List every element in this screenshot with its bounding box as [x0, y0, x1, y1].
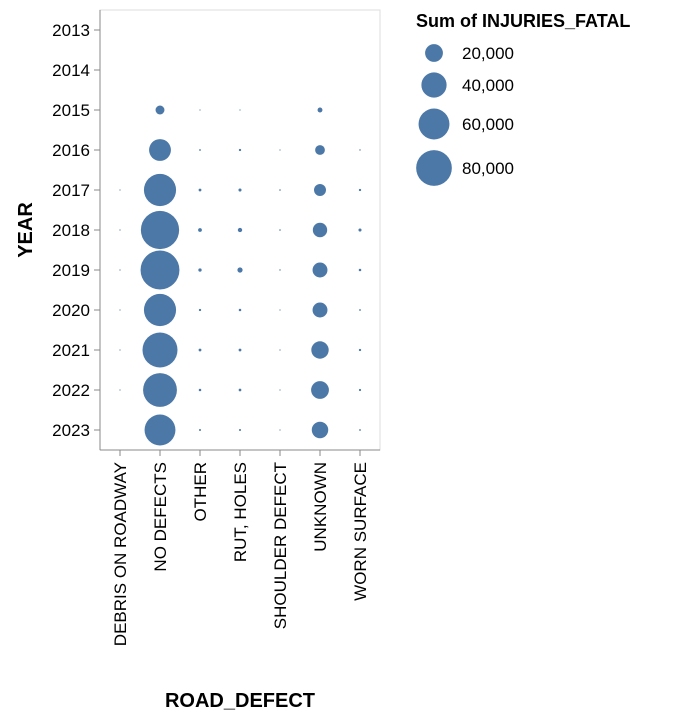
- bubble-no-defects-2023: [144, 414, 176, 446]
- bubble-worn-surface-2019: [358, 268, 362, 272]
- y-tick-label: 2020: [52, 301, 90, 320]
- legend-symbol: [425, 44, 443, 62]
- bubble-no-defects-2015: [155, 105, 165, 115]
- bubble-no-defects-2016: [149, 139, 171, 161]
- size-legend: Sum of INJURIES_FATAL 20,000 40,000 60,000…: [416, 11, 630, 186]
- bubble-worn-surface-2016: [359, 149, 361, 151]
- bubble-rut-holes-2022: [238, 388, 242, 392]
- x-tick-label: DEBRIS ON ROADWAY: [111, 462, 130, 646]
- bubble-worn-surface-2022: [358, 388, 362, 392]
- x-axis: DEBRIS ON ROADWAY NO DEFECTS OTHER RUT, HOL…: [100, 449, 380, 646]
- bubble-worn-surface-2017: [358, 188, 362, 192]
- bubble-rut-holes-2015: [239, 109, 241, 111]
- bubble-rut-holes-2016: [238, 148, 242, 152]
- bubble-rut-holes-2020: [238, 308, 242, 312]
- bubble-rut-holes-2019: [237, 267, 243, 273]
- y-tick-label: 2021: [52, 341, 90, 360]
- bubble-worn-surface-2020: [359, 309, 361, 311]
- bubble-other-2016: [199, 149, 201, 151]
- bubble-worn-surface-2021: [358, 348, 362, 352]
- legend-label: 80,000: [462, 159, 514, 178]
- bubble-worn-surface-2018: [358, 228, 362, 232]
- bubble-unknown-2022: [311, 381, 329, 399]
- bubble-other-2017: [198, 188, 202, 192]
- bubble-unknown-2020: [312, 302, 328, 318]
- y-axis-title: YEAR: [15, 202, 37, 258]
- bubble-no-defects-2019: [140, 250, 180, 290]
- x-tick-label: NO DEFECTS: [151, 462, 170, 572]
- bubble-rut-holes-2021: [238, 348, 242, 352]
- x-tick-label: WORN SURFACE: [351, 462, 370, 601]
- y-tick-label: 2015: [52, 101, 90, 120]
- y-tick-label: 2022: [52, 381, 90, 400]
- bubble-debris-on-roadway-2017: [119, 189, 121, 191]
- bubble-unknown-2018: [312, 222, 328, 238]
- bubble-unknown-2023: [311, 421, 329, 439]
- bubble-rut-holes-2017: [238, 188, 242, 192]
- x-tick-label: UNKNOWN: [311, 462, 330, 552]
- bubble-no-defects-2020: [143, 293, 177, 327]
- data-marks: [119, 105, 362, 446]
- y-tick-label: 2017: [52, 181, 90, 200]
- bubble-other-2015: [199, 109, 201, 111]
- bubble-no-defects-2018: [140, 210, 180, 250]
- bubble-other-2020: [198, 308, 202, 312]
- y-tick-label: 2019: [52, 261, 90, 280]
- bubble-other-2018: [198, 228, 202, 232]
- bubble-debris-on-roadway-2020: [119, 309, 121, 311]
- bubble-debris-on-roadway-2019: [119, 269, 121, 271]
- bubble-other-2021: [198, 348, 202, 352]
- y-tick-label: 2016: [52, 141, 90, 160]
- legend-label: 20,000: [462, 44, 514, 63]
- bubble-other-2022: [198, 388, 202, 392]
- bubble-shoulder-defect-2019: [279, 269, 281, 271]
- bubble-other-2019: [198, 268, 202, 272]
- bubble-shoulder-defect-2017: [279, 189, 281, 191]
- bubble-shoulder-defect-2016: [279, 149, 281, 151]
- bubble-rut-holes-2018: [237, 227, 243, 233]
- bubble-shoulder-defect-2018: [279, 229, 281, 231]
- legend-title: Sum of INJURIES_FATAL: [416, 11, 630, 31]
- bubble-unknown-2019: [312, 262, 328, 278]
- bubble-worn-surface-2023: [359, 429, 361, 431]
- bubble-other-2023: [199, 429, 201, 431]
- x-tick-label: OTHER: [191, 462, 210, 522]
- bubble-debris-on-roadway-2021: [119, 349, 121, 351]
- legend-symbol: [416, 150, 452, 186]
- y-tick-label: 2014: [52, 61, 90, 80]
- x-axis-title: ROAD_DEFECT: [165, 690, 315, 712]
- bubble-shoulder-defect-2022: [279, 389, 281, 391]
- legend-label: 60,000: [462, 115, 514, 134]
- x-tick-label: SHOULDER DEFECT: [271, 462, 290, 629]
- bubble-rut-holes-2023: [238, 428, 242, 432]
- bubble-shoulder-defect-2020: [279, 309, 281, 311]
- bubble-unknown-2021: [311, 341, 329, 359]
- y-axis: 2013 2014 2015 2016 2017 2018 2019 2020 2021 2022…: [52, 10, 101, 450]
- legend-symbol: [418, 108, 450, 140]
- legend-symbol: [421, 72, 447, 98]
- y-tick-label: 2013: [52, 21, 90, 40]
- y-tick-label: 2023: [52, 421, 90, 440]
- bubble-shoulder-defect-2023: [279, 429, 281, 431]
- bubble-no-defects-2021: [142, 332, 178, 368]
- bubble-unknown-2015: [317, 107, 323, 113]
- bubble-debris-on-roadway-2022: [119, 389, 121, 391]
- bubble-no-defects-2022: [143, 373, 177, 407]
- x-tick-label: RUT, HOLES: [231, 462, 250, 562]
- y-tick-label: 2018: [52, 221, 90, 240]
- bubble-debris-on-roadway-2018: [119, 229, 121, 231]
- bubble-unknown-2016: [315, 145, 325, 155]
- bubble-unknown-2017: [314, 184, 326, 196]
- bubble-shoulder-defect-2021: [279, 349, 281, 351]
- bubble-no-defects-2017: [143, 173, 177, 207]
- legend-label: 40,000: [462, 76, 514, 95]
